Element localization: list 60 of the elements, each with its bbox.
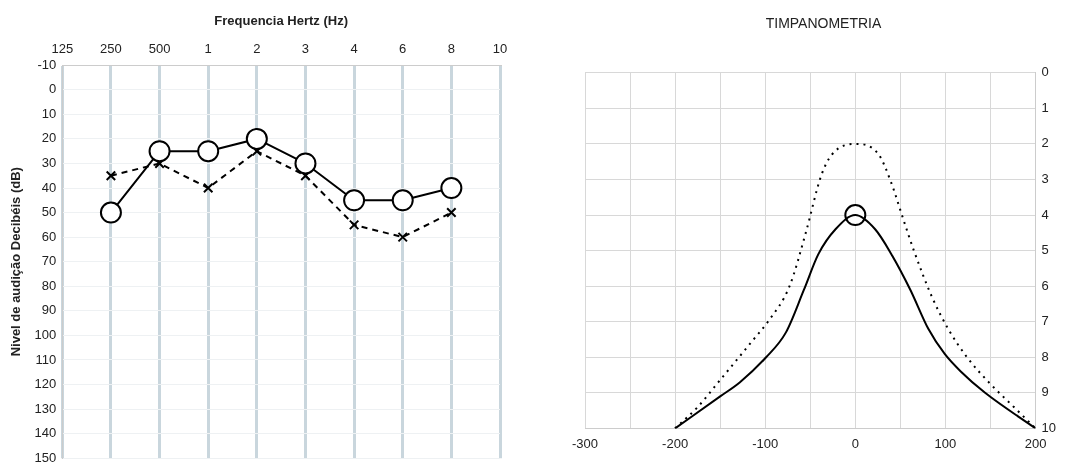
y-tick-label: 5: [1041, 242, 1049, 258]
x-tick-label: 100: [934, 435, 957, 451]
y-tick-label: 100: [34, 326, 57, 342]
x-tick-label: 1: [204, 40, 212, 56]
y-tick-label: 80: [41, 277, 57, 293]
x-tick-label: 0: [851, 435, 859, 451]
y-tick-label: 60: [41, 228, 57, 244]
x-tick-label: 2: [253, 40, 261, 56]
y-tick-label: 0: [1041, 64, 1049, 80]
x-tick-label: 3: [301, 40, 310, 56]
point: [397, 231, 408, 243]
y-tick-label: 7: [1041, 313, 1049, 329]
y-tick-label: 120: [34, 376, 57, 392]
chart-title: TIMPANOMETRIA: [765, 15, 882, 32]
y-tick-label: 20: [41, 130, 57, 146]
x-tick-label: -300: [571, 435, 599, 451]
y-tick-label: -10: [37, 56, 57, 72]
x-axis-title: Frequencia Hertz (Hz): [214, 13, 348, 29]
y-tick-label: 130: [34, 400, 57, 416]
point: [148, 140, 171, 163]
point: [343, 189, 366, 212]
y-tick-label: 2: [1041, 135, 1049, 151]
y-tick-label: 4: [1041, 206, 1049, 222]
y-tick-label: 6: [1041, 277, 1049, 293]
point: [391, 189, 414, 212]
y-tick-label: 50: [41, 204, 57, 220]
point: [294, 152, 317, 175]
point: [446, 207, 457, 218]
y-tick-label: 10: [1041, 419, 1057, 435]
x-tick-label: 500: [148, 40, 171, 56]
y-tick-label: 150: [34, 449, 57, 465]
point: [245, 127, 268, 150]
x-tick-label: 10: [492, 40, 508, 56]
x-tick-label: -100: [752, 435, 779, 451]
point: [105, 170, 117, 181]
y-tick-label: 30: [41, 155, 57, 171]
x-tick-label: 6: [399, 40, 407, 56]
y-tick-label: 0: [49, 81, 57, 97]
y-tick-label: 1: [1041, 99, 1049, 115]
y-tick-label: 8: [1041, 348, 1049, 364]
y-tick-label: 40: [41, 179, 57, 195]
point: [202, 182, 214, 194]
point: [440, 177, 463, 200]
y-tick-label: 110: [35, 351, 57, 367]
x-tick-label: 4: [350, 40, 358, 56]
y-tick-label: 9: [1041, 384, 1049, 400]
x-tick-label: 250: [100, 40, 122, 56]
y-tick-label: 10: [41, 105, 57, 121]
y-tick-label: 90: [41, 302, 57, 318]
x-tick-label: 8: [447, 40, 455, 56]
x-tick-label: -200: [662, 435, 689, 451]
y-tick-label: 70: [41, 253, 57, 269]
y-tick-label: 140: [34, 425, 57, 441]
point: [99, 201, 122, 224]
x-tick-label: 200: [1024, 435, 1047, 451]
point: [197, 140, 220, 163]
x-tick-label: 125: [51, 40, 74, 56]
point: [348, 219, 360, 231]
y-tick-label: 3: [1041, 171, 1049, 187]
y-axis-title: Nivel de audição Decibéis (dB): [8, 167, 24, 357]
